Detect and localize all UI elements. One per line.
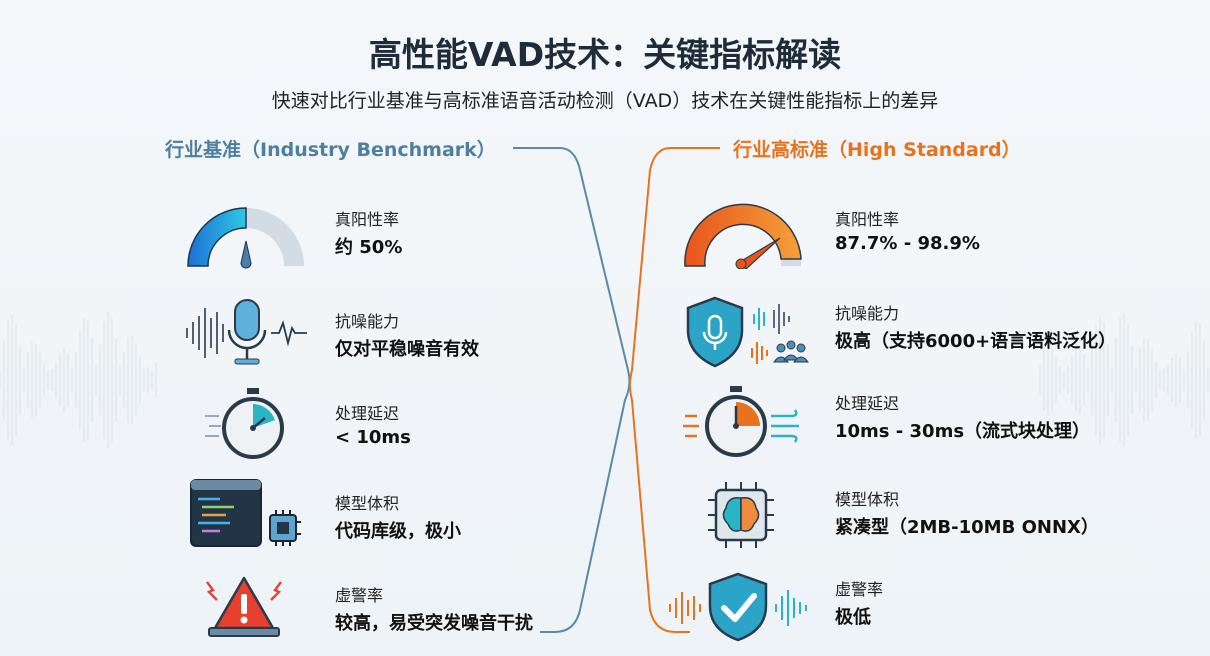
high-standard-item-false-alarm-rate: 虚警率 极低 — [835, 576, 883, 629]
metric-label: 抗噪能力 — [335, 312, 400, 331]
gauge-icon — [680, 203, 806, 269]
stopwatch-stream-icon — [683, 384, 803, 459]
metric-label: 虚警率 — [835, 580, 884, 599]
page-subtitle: 快速对比行业基准与高标准语音活动检测（VAD）技术在关键性能指标上的差异 — [271, 90, 939, 112]
metric-value: < 10ms — [335, 427, 411, 448]
high-standard-item-true-positive-rate: 真阳性率 87.7% - 98.9% — [835, 206, 980, 254]
metric-value: 10ms - 30ms（流式块处理） — [835, 421, 1091, 442]
metric-value: 较高，易受突发噪音干扰 — [335, 613, 533, 634]
shield-check-icon — [666, 572, 811, 642]
benchmark-item-latency: 处理延迟 < 10ms — [335, 400, 411, 448]
metric-label: 处理延迟 — [835, 394, 900, 413]
benchmark-item-model-size: 模型体积 代码库级，极小 — [335, 490, 461, 543]
metric-label: 真阳性率 — [835, 210, 900, 229]
metric-value: 极高（支持6000+语言语料泛化） — [835, 331, 1117, 352]
shield-microphone-icon — [684, 296, 814, 368]
warning-alarm-icon — [197, 572, 292, 640]
gauge-icon — [183, 203, 309, 269]
metric-value: 极低 — [835, 607, 871, 628]
metric-label: 处理延迟 — [335, 404, 400, 423]
background-waveform — [0, 311, 1209, 449]
high-standard-item-model-size: 模型体积 紧凑型（2MB-10MB ONNX） — [835, 486, 1099, 539]
benchmark-connector-line — [513, 147, 631, 633]
metric-label: 虚警率 — [335, 586, 384, 605]
benchmark-header: 行业基准（Industry Benchmark） — [165, 139, 496, 161]
metric-value: 87.7% - 98.9% — [835, 233, 980, 254]
high-standard-item-latency: 处理延迟 10ms - 30ms（流式块处理） — [835, 390, 1090, 443]
benchmark-item-noise-robustness: 抗噪能力 仅对平稳噪音有效 — [335, 308, 479, 361]
metric-label: 模型体积 — [335, 494, 400, 513]
metric-value: 紧凑型（2MB-10MB ONNX） — [835, 517, 1099, 538]
metric-label: 模型体积 — [835, 490, 900, 509]
page-title: 高性能VAD技术：关键指标解读 — [368, 35, 842, 74]
metric-label: 真阳性率 — [335, 210, 400, 229]
metric-value: 代码库级，极小 — [335, 521, 461, 542]
brain-chip-icon — [706, 480, 776, 550]
metric-label: 抗噪能力 — [835, 304, 900, 323]
stopwatch-icon — [205, 386, 290, 461]
benchmark-item-true-positive-rate: 真阳性率 约 50% — [335, 206, 402, 259]
high-standard-connector-line — [629, 147, 720, 633]
code-window-chip-icon — [190, 479, 305, 551]
high-standard-item-noise-robustness: 抗噪能力 极高（支持6000+语言语料泛化） — [835, 300, 1116, 353]
metric-value: 约 50% — [335, 237, 403, 258]
benchmark-item-false-alarm-rate: 虚警率 较高，易受突发噪音干扰 — [335, 582, 533, 635]
high-standard-header: 行业高标准（High Standard） — [733, 139, 1021, 161]
metric-value: 仅对平稳噪音有效 — [335, 339, 479, 360]
microphone-waveform-icon — [185, 298, 310, 368]
